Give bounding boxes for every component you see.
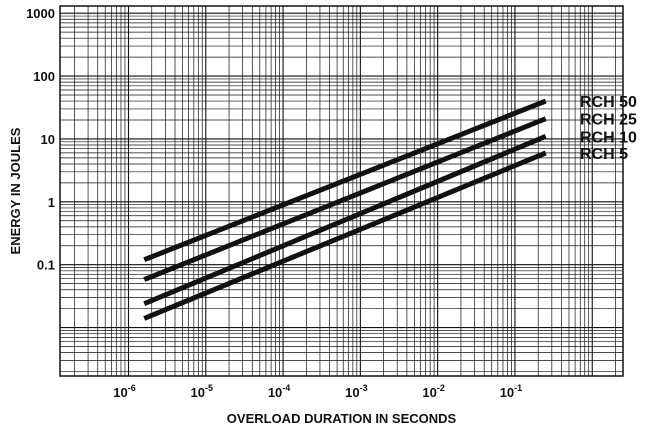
x-tick-label: 10-5 xyxy=(191,383,213,400)
x-axis-tick-labels: 10-6 10-5 10-4 10-3 10-2 10-1 xyxy=(113,383,522,400)
x-tick-label: 10-6 xyxy=(113,383,135,400)
series-line xyxy=(143,150,547,321)
x-axis-title: OVERLOAD DURATION IN SECONDS xyxy=(227,411,457,426)
series-line xyxy=(143,98,547,263)
x-tick-label: 10-4 xyxy=(268,383,290,400)
series-label: RCH 25 xyxy=(580,112,637,129)
y-axis-title: ENERGY IN JOULES xyxy=(8,127,23,254)
y-tick-label: 1000 xyxy=(26,6,55,21)
grid-lines xyxy=(60,6,623,376)
y-axis-tick-labels: 0.1 1 10 100 1000 xyxy=(26,6,55,273)
x-tick-label: 10-2 xyxy=(422,383,444,400)
series-label: RCH 5 xyxy=(580,146,628,163)
y-tick-label: 0.1 xyxy=(37,258,55,273)
series-line xyxy=(143,134,547,307)
x-tick-label: 10-1 xyxy=(500,383,522,400)
y-tick-label: 100 xyxy=(33,69,55,84)
series-label: RCH 50 xyxy=(580,94,637,111)
plot-frame xyxy=(59,5,624,377)
series-line xyxy=(143,116,547,282)
series-label: RCH 10 xyxy=(580,129,637,146)
y-tick-label: 10 xyxy=(41,132,55,147)
x-tick-label: 10-3 xyxy=(345,383,367,400)
y-tick-label: 1 xyxy=(48,195,55,210)
